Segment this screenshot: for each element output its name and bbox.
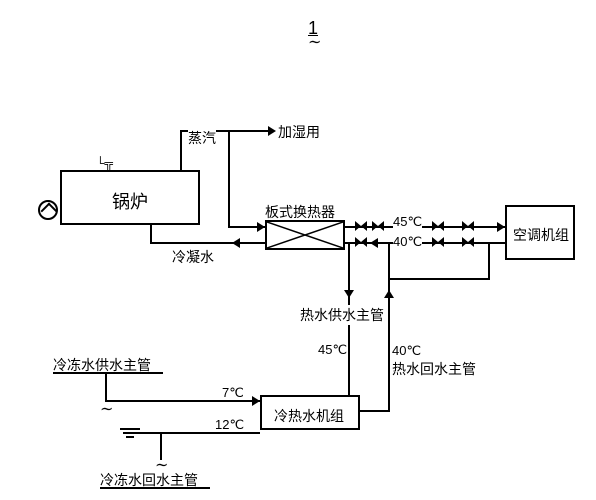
valve-1 (355, 221, 367, 231)
hw-supply-arrow-d (344, 290, 354, 298)
boiler-box: 锅炉 (60, 170, 200, 225)
t40b-label: 40℃ (392, 343, 421, 359)
valve-2 (372, 221, 384, 231)
t12-label: 12℃ (215, 417, 244, 433)
hw-return-v (388, 244, 390, 410)
ahu-box: 空调机组 (505, 205, 575, 260)
valve-7 (462, 237, 474, 247)
cond-arrow1 (232, 238, 240, 248)
boiler-label: 锅炉 (112, 188, 148, 214)
chiller-box: 冷热水机组 (260, 395, 360, 430)
cw-supply-underline (53, 372, 163, 374)
cw-return-underline (100, 487, 210, 489)
cond-h1 (150, 242, 265, 244)
valve-6 (432, 237, 444, 247)
cw-supply-tilde: ∼ (100, 399, 113, 419)
hw-return-label: 热水回水主管 (392, 359, 476, 379)
fan-icon (38, 200, 58, 220)
cw-supply-drop (105, 372, 107, 402)
boiler-top-sym: └╦ (96, 156, 113, 170)
hx-cross-icon (267, 222, 343, 248)
t7-label: 7℃ (222, 385, 244, 401)
hw-ret-arrow (370, 238, 378, 248)
hw-ret-h (345, 242, 505, 244)
ahu-ret-h (388, 278, 490, 280)
humid-label: 加湿用 (278, 122, 320, 142)
figure-tilde: ∼ (308, 32, 321, 52)
valve-3 (432, 221, 444, 231)
hw-out-arrow (497, 222, 505, 232)
hw-supply-label: 热水供水主管 (300, 305, 384, 325)
steam-hx-arrow (257, 222, 265, 232)
valve-5 (355, 237, 367, 247)
steam-label: 蒸汽 (188, 128, 216, 148)
hw-return-arrow-u (384, 290, 394, 298)
steam-v1 (180, 130, 182, 170)
hw-return-h-bot (360, 410, 390, 412)
ahu-label: 空调机组 (513, 225, 569, 245)
steam-to-hx-v (228, 130, 230, 228)
t40a-label: 40℃ (393, 234, 422, 250)
steam-arrow (268, 126, 276, 136)
cond-label: 冷凝水 (172, 247, 214, 267)
t45b-label: 45℃ (318, 342, 347, 358)
valve-4 (462, 221, 474, 231)
cond-v1 (150, 225, 152, 244)
t45a-label: 45℃ (393, 214, 422, 230)
cw-supply-arrow (252, 396, 260, 406)
ahu-ret-v (488, 244, 490, 280)
hw-out-h (345, 226, 505, 228)
chiller-label: 冷热水机组 (274, 406, 344, 426)
cw-return-gnd (120, 426, 140, 440)
hx-label: 板式换热器 (265, 202, 335, 222)
